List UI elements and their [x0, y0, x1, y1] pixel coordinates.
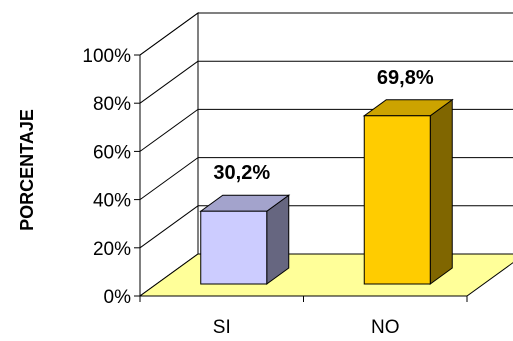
gridline-diagonal [139, 157, 199, 201]
y-tick-label: 40% [93, 191, 131, 212]
gridline-diagonal [139, 12, 199, 56]
gridline-diagonal [139, 108, 199, 152]
bar-si [199, 194, 291, 285]
y-tick-label: 0% [104, 287, 132, 308]
x-axis-categories: SI NO [139, 295, 468, 338]
y-tick-label: 80% [93, 94, 131, 115]
bar-side [429, 98, 453, 285]
chart-walls [139, 12, 199, 297]
y-tick-label: 100% [82, 46, 131, 67]
y-axis-ticks: 0% 20% 40% 60% 80% 100% [82, 46, 141, 308]
gridline-diagonal [139, 205, 199, 249]
y-axis-label: PORCENTAJE [17, 109, 37, 231]
chart-floor [138, 253, 513, 297]
data-labels: 30,2% 69,8% [213, 67, 433, 184]
data-label: 69,8% [377, 67, 434, 89]
bar-no [362, 98, 454, 285]
floor-plane [138, 253, 513, 297]
bars [199, 98, 454, 285]
x-category-label: SI [213, 317, 231, 338]
y-tick-label: 60% [93, 142, 131, 163]
data-label: 30,2% [213, 162, 270, 184]
left-wall [139, 12, 199, 297]
x-category-label: NO [371, 317, 400, 338]
gridline-diagonal [139, 60, 199, 104]
y-tick-label: 20% [93, 239, 131, 260]
bar-front [200, 210, 268, 285]
bar-front [363, 115, 431, 285]
